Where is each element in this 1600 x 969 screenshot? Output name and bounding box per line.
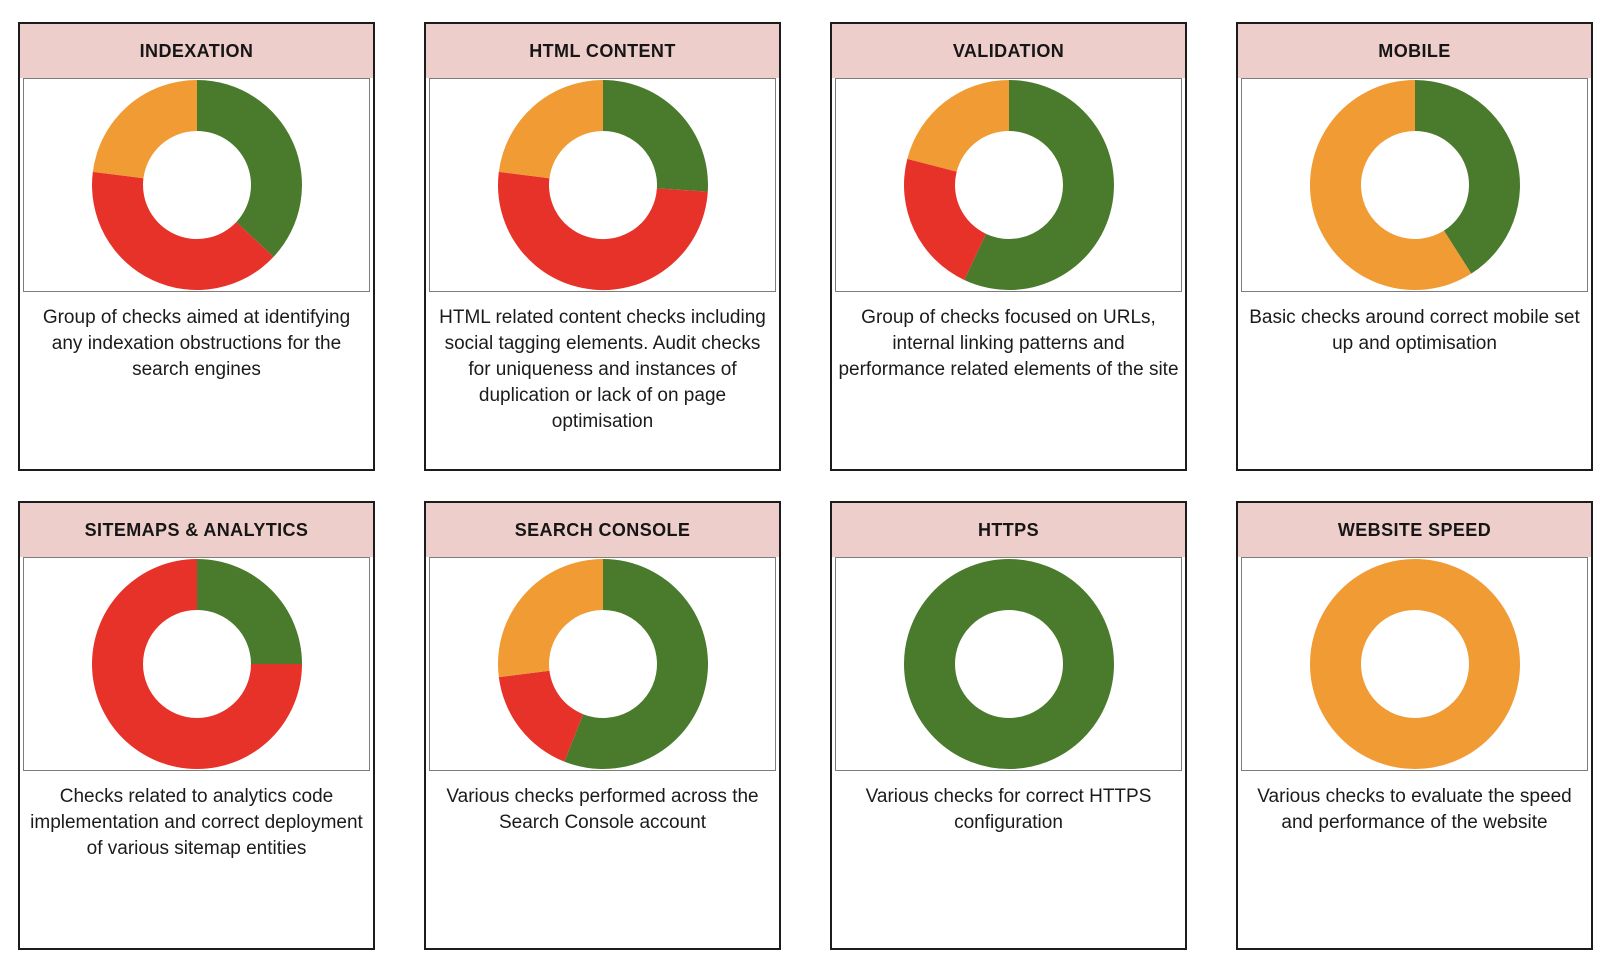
donut-chart-validation [903, 80, 1114, 290]
card-description: Basic checks around correct mobile set u… [1249, 307, 1580, 354]
card-header: HTTPS [832, 503, 1185, 557]
donut-segment-green [196, 80, 302, 257]
donut-segment-red [903, 158, 986, 281]
donut-chart-indexation [91, 80, 302, 290]
card-description: Group of checks aimed at identifying any… [42, 307, 351, 380]
card-header: INDEXATION [20, 24, 373, 78]
card-description: Various checks performed across the Sear… [446, 786, 759, 833]
card-description: Group of checks focused on URLs, interna… [838, 307, 1179, 380]
donut-segment-red [497, 171, 708, 291]
chart-panel [429, 78, 776, 292]
donut-segment-green [602, 80, 708, 192]
chart-panel [835, 557, 1182, 771]
card-title: HTML CONTENT [529, 40, 676, 61]
donut-segment-red [498, 670, 583, 762]
donut-chart-sitemaps-analytics [91, 559, 302, 769]
chart-panel [23, 78, 370, 292]
audit-cards-grid: INDEXATION Group of checks aimed at iden… [18, 22, 1593, 950]
chart-panel [1241, 557, 1588, 771]
donut-segment-orange [92, 80, 197, 179]
card-title: INDEXATION [139, 40, 254, 61]
card-title: HTTPS [977, 519, 1039, 540]
card-sitemaps-analytics: SITEMAPS & ANALYTICS Checks related to a… [18, 501, 375, 950]
chart-panel [1241, 78, 1588, 292]
card-website-speed: WEBSITE SPEED Various checks to evaluate… [1236, 501, 1593, 950]
card-title: SITEMAPS & ANALYTICS [84, 519, 309, 540]
donut-segment-green [196, 559, 302, 664]
card-mobile: MOBILE Basic checks around correct mobil… [1236, 22, 1593, 471]
donut-segment-orange [906, 80, 1009, 172]
donut-segment-green [963, 80, 1114, 290]
donut-segment-green [563, 559, 708, 769]
card-description: Checks related to analytics code impleme… [30, 786, 363, 859]
card-header: WEBSITE SPEED [1238, 503, 1591, 557]
chart-panel [23, 557, 370, 771]
chart-panel [835, 78, 1182, 292]
card-header: SEARCH CONSOLE [426, 503, 779, 557]
card-description: Various checks for correct HTTPS configu… [865, 786, 1152, 833]
card-header: HTML CONTENT [426, 24, 779, 78]
donut-chart-website-speed [1309, 559, 1520, 769]
donut-segment-orange [498, 80, 603, 179]
donut-chart-html-content [497, 80, 708, 291]
chart-panel [429, 557, 776, 771]
card-description: Various checks to evaluate the speed and… [1257, 786, 1572, 833]
donut-segment-green [1414, 80, 1520, 274]
card-title: VALIDATION [952, 40, 1065, 61]
donut-segment-orange [1309, 79, 1471, 291]
card-https: HTTPS Various checks for correct HTTPS c… [830, 501, 1187, 950]
card-html-content: HTML CONTENT HTML related content checks… [424, 22, 781, 471]
card-title: MOBILE [1378, 40, 1451, 61]
card-title: SEARCH CONSOLE [514, 519, 691, 540]
card-indexation: INDEXATION Group of checks aimed at iden… [18, 22, 375, 471]
card-header: MOBILE [1238, 24, 1591, 78]
card-header: SITEMAPS & ANALYTICS [20, 503, 373, 557]
card-title: WEBSITE SPEED [1337, 519, 1492, 540]
card-validation: VALIDATION Group of checks focused on UR… [830, 22, 1187, 471]
donut-segment-orange [1309, 559, 1520, 769]
donut-segment-red [91, 171, 274, 290]
donut-segment-red [91, 559, 302, 769]
card-description: HTML related content checks including so… [439, 307, 766, 432]
donut-chart-mobile [1309, 79, 1520, 291]
donut-chart-https [903, 559, 1114, 769]
donut-segment-orange [497, 559, 603, 678]
card-search-console: SEARCH CONSOLE Various checks performed … [424, 501, 781, 950]
donut-segment-green [903, 559, 1114, 769]
card-header: VALIDATION [832, 24, 1185, 78]
donut-chart-search-console [497, 559, 708, 769]
